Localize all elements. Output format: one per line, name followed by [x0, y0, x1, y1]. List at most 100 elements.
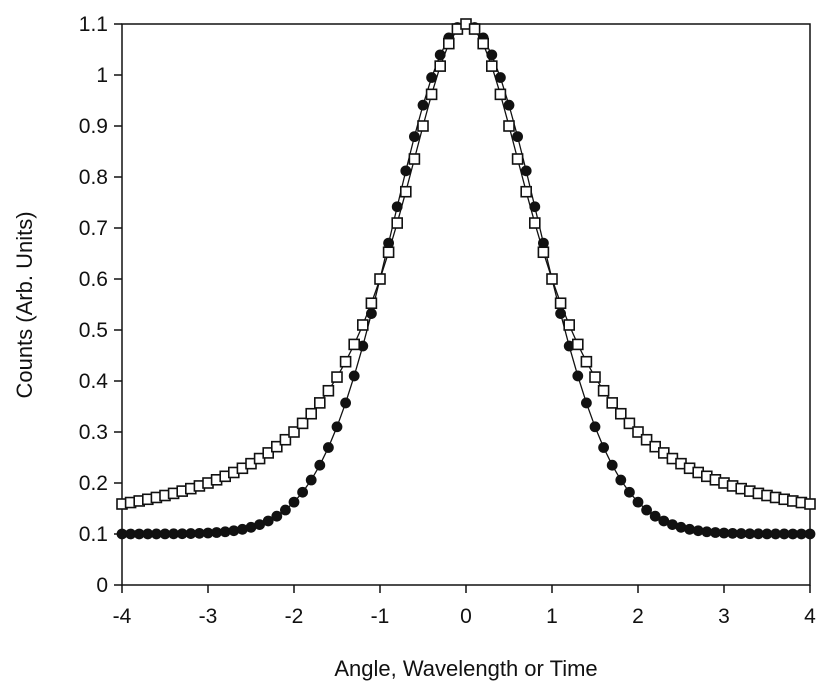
data-point-square [520, 185, 533, 198]
data-point-circle [692, 525, 704, 537]
data-point-square [571, 338, 584, 351]
data-point-circle [237, 523, 248, 535]
x-tick-label: -4 [113, 605, 132, 628]
data-point-square [632, 426, 644, 438]
data-point-circle [495, 72, 506, 83]
y-axis-title: Counts (Arb. Units) [12, 211, 37, 398]
data-point-square [391, 217, 404, 229]
data-point-circle [323, 442, 334, 453]
data-point-circle [727, 527, 738, 539]
data-point-circle [176, 528, 188, 540]
data-point-square [546, 273, 558, 285]
data-point-square [614, 407, 627, 420]
data-point-square [511, 153, 524, 165]
data-point-circle [305, 474, 317, 486]
data-point-square [288, 426, 300, 438]
data-point-square [279, 433, 292, 446]
data-point-circle [417, 99, 429, 111]
data-point-circle [581, 397, 592, 409]
data-point-circle [151, 528, 162, 540]
y-axis-ticks: 0 0.1 0.2 0.3 0.4 0.5 0.6 0.7 0.8 0.9 1 1.1 [79, 13, 122, 597]
x-tick-label: 2 [632, 605, 644, 628]
data-point-square [365, 297, 378, 310]
data-point-square [468, 23, 481, 35]
data-point-circle [400, 165, 412, 177]
data-point-square [623, 417, 636, 430]
data-point-square [589, 371, 601, 383]
data-point-circle [280, 504, 291, 516]
data-point-circle [512, 131, 523, 143]
data-point-square [503, 120, 515, 132]
data-point-square [270, 440, 283, 453]
data-point-square [485, 60, 498, 72]
data-point-circle [632, 496, 644, 508]
series-lorentzian [116, 18, 816, 510]
data-point-circle [116, 528, 128, 540]
series-layer [116, 18, 816, 540]
data-point-circle [245, 521, 257, 533]
data-point-circle [753, 528, 764, 540]
data-point-circle [615, 474, 627, 486]
plot-frame [121, 23, 811, 586]
data-point-square [374, 273, 386, 285]
y-tick-label: 0.9 [79, 115, 108, 138]
data-point-circle [572, 370, 584, 382]
data-point-circle [667, 519, 678, 530]
data-point-circle [606, 459, 618, 471]
x-tick-label: 4 [804, 605, 816, 628]
y-tick-label: 0.5 [79, 319, 108, 342]
data-point-square [417, 120, 429, 132]
data-point-circle [211, 527, 223, 538]
data-point-square [425, 88, 438, 101]
data-point-square [442, 37, 455, 50]
y-tick-label: 0.6 [79, 268, 108, 291]
data-point-square [339, 355, 352, 368]
x-tick-label: -2 [285, 605, 304, 628]
data-point-circle [409, 131, 420, 143]
data-point-circle [133, 528, 145, 540]
data-point-circle [589, 421, 601, 433]
data-point-circle [340, 397, 351, 409]
data-point-circle [185, 528, 197, 539]
data-point-circle [804, 528, 816, 540]
data-point-square [434, 60, 447, 72]
data-point-square [399, 185, 412, 198]
data-point-square [537, 246, 550, 259]
data-point-circle [520, 165, 532, 177]
data-point-circle [262, 515, 274, 527]
data-point-circle [675, 521, 687, 533]
data-point-circle [778, 528, 790, 540]
data-point-circle [168, 528, 180, 540]
y-tick-label: 0.1 [79, 523, 108, 546]
data-point-circle [684, 523, 695, 535]
x-tick-label: 3 [718, 605, 730, 628]
data-point-circle [288, 496, 300, 508]
data-point-square [382, 246, 395, 259]
data-point-circle [598, 442, 609, 453]
x-tick-label: -3 [199, 605, 218, 628]
series-gaussian [116, 18, 816, 540]
data-point-circle [503, 99, 515, 111]
data-point-circle [658, 515, 670, 527]
data-point-circle [142, 528, 154, 540]
y-tick-label: 0.3 [79, 421, 108, 444]
data-point-circle [159, 528, 171, 540]
data-point-square [554, 297, 567, 310]
x-axis-ticks: -4 -3 -2 -1 0 1 2 3 4 [113, 585, 816, 628]
data-point-square [305, 407, 318, 420]
data-point-square [408, 153, 421, 165]
data-point-square [331, 371, 343, 383]
y-tick-label: 0.8 [79, 166, 108, 189]
data-point-circle [787, 528, 799, 540]
x-tick-label: -1 [371, 605, 390, 628]
data-point-square [597, 384, 610, 397]
data-point-circle [314, 459, 326, 471]
data-point-circle [348, 370, 360, 382]
data-point-circle [624, 486, 635, 498]
data-point-square [296, 417, 309, 430]
data-point-circle [219, 526, 231, 538]
data-point-square [563, 319, 576, 331]
data-point-square [322, 384, 335, 397]
data-point-square [348, 338, 361, 351]
series-line-gaussian [122, 23, 810, 535]
